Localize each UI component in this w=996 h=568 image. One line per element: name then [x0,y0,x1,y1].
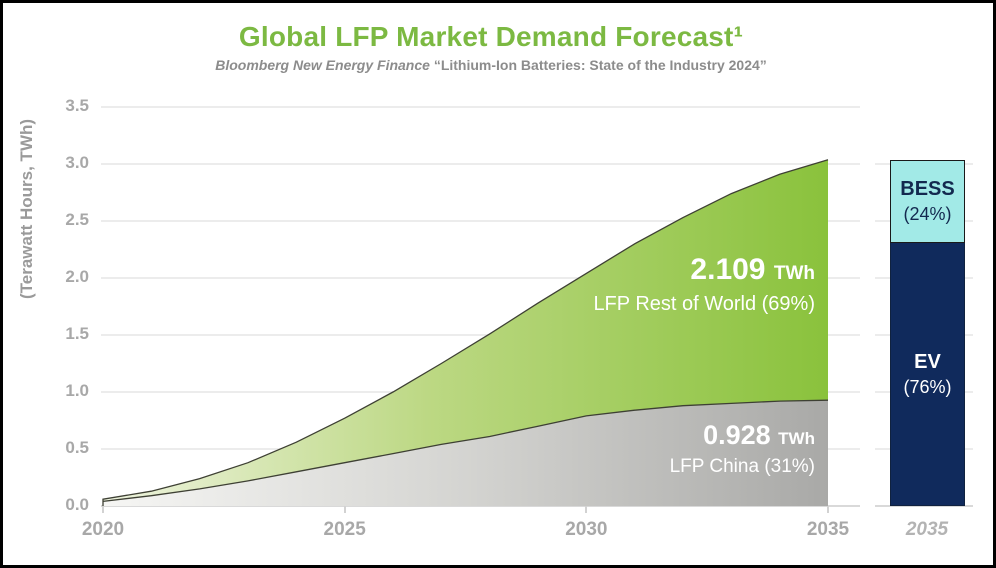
china-value: 0.928 [703,420,771,450]
china-area [103,400,828,506]
bess-label: BESS [900,178,955,201]
y-tick-label: 0.5 [65,438,89,457]
gridline [101,163,860,165]
x-tick-label: 2035 [806,519,850,540]
x-tick-label: 2020 [81,519,125,540]
bar-panel-gridline [875,505,973,507]
y-tick-label: 1.5 [65,324,89,343]
subtitle-report: “Lithium-Ion Batteries: State of the Ind… [433,57,767,73]
gridline [101,220,860,222]
ev-segment: EV (76%) [890,242,965,506]
x-tick-mark [585,506,588,513]
x-tick-label: 2025 [323,519,366,540]
annotation-china: 0.928 TWh LFP China (31%) [670,420,815,480]
gridline [101,106,860,108]
y-tick-label: 3.5 [65,96,89,115]
china-label: LFP China (31%) [669,456,815,477]
subtitle-source: Bloomberg New Energy Finance [215,57,430,73]
rest-of-world-value: 2.109 [690,253,766,286]
y-axis-title: (Terawatt Hours, TWh) [17,118,36,300]
annotation-rest-of-world: 2.109 TWh LFP Rest of World (69%) [593,253,815,318]
x-tick-mark [827,506,829,513]
row-area [103,159,828,502]
chart-subtitle: Bloomberg New Energy Finance “Lithium-Io… [3,57,979,73]
y-tick-label: 0.0 [65,495,89,514]
bess-pct-label: (24%) [903,204,952,225]
rest-of-world-label: LFP Rest of World (69%) [593,293,815,315]
x-tick-mark [102,506,104,513]
bess-segment: BESS (24%) [890,159,965,243]
ev-pct-label: (76%) [903,376,952,397]
rest-of-world-unit: TWh [773,263,815,284]
china-value-line: 0.928 TWh [670,420,815,454]
china-outline [102,399,829,503]
area-chart-svg [102,159,829,506]
y-tick-label: 2.0 [65,267,89,286]
y-tick-label: 3.0 [65,153,89,172]
page-title: Global LFP Market Demand Forecast¹ [238,21,744,52]
gridline [101,334,860,336]
y-tick-label: 1.0 [65,381,89,400]
y-tick-label: 2.5 [65,210,89,229]
gridline [101,277,860,279]
china-unit: TWh [778,429,815,448]
rest-of-world-value-line: 2.109 TWh [593,253,815,291]
ev-label: EV [914,350,941,373]
total-outline [102,159,829,506]
x-tick-label: 2030 [565,519,608,540]
bar-year-label: 2035 [905,519,949,540]
x-tick-mark [343,506,346,513]
